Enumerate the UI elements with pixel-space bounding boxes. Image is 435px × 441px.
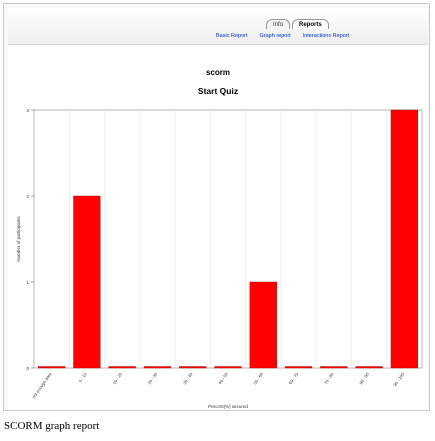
subtab-basic-report[interactable]: Basic Report	[216, 33, 248, 39]
subtab-interactions-report[interactable]: Interactions Report	[302, 33, 350, 39]
x-tick-label: 60 - 70	[288, 371, 300, 385]
bar	[73, 195, 101, 369]
x-tick-label: 20 - 30	[147, 371, 159, 385]
x-axis-label: Percent(%) secured	[208, 404, 248, 409]
y-tick-label: 2	[26, 194, 29, 199]
report-tabs: Info Reports	[266, 19, 329, 29]
bar-chart: 0 1 2 3 not enough data 0 - 10 10 - 20 20 - 30 3…	[16, 108, 423, 409]
x-tick-label: 80 - 90	[358, 371, 370, 385]
x-tick-label: not enough data	[31, 371, 53, 399]
x-tick-label: 0 - 10	[77, 371, 88, 383]
bar	[143, 366, 172, 369]
x-tick-label: 70 - 80	[323, 371, 335, 385]
bar	[390, 109, 418, 369]
bar	[284, 366, 313, 369]
y-tick-label: 0	[26, 366, 29, 371]
tab-info[interactable]: Info	[266, 19, 291, 29]
x-tick-label: 90 - 100	[392, 371, 405, 387]
y-tick-label: 1	[26, 280, 29, 285]
bar	[214, 366, 242, 369]
bar	[355, 366, 383, 369]
bar	[179, 366, 207, 369]
bar	[249, 281, 277, 369]
x-tick-label: 50 - 60	[253, 371, 265, 385]
figure-caption: SCORM graph report	[4, 420, 100, 432]
top-band	[8, 8, 428, 45]
screenshot-area: Info Reports Basic Report Graph report I…	[8, 8, 428, 410]
report-subtabs: Basic Report Graph report Interactions R…	[216, 33, 349, 39]
x-tick-label: 10 - 20	[111, 371, 123, 385]
y-axis-label: Number of participants	[16, 216, 21, 262]
tab-reports[interactable]: Reports	[292, 19, 329, 29]
bar	[108, 366, 136, 369]
report-title: Start Quiz	[197, 86, 239, 96]
subtab-graph-report[interactable]: Graph report	[259, 33, 291, 39]
x-tick-label: 30 - 40	[182, 371, 194, 385]
x-tick-label: 40 - 50	[217, 371, 229, 385]
app-title: scorm	[205, 68, 230, 77]
bar	[320, 366, 348, 369]
y-tick-label: 3	[26, 108, 29, 113]
bar	[38, 366, 66, 369]
